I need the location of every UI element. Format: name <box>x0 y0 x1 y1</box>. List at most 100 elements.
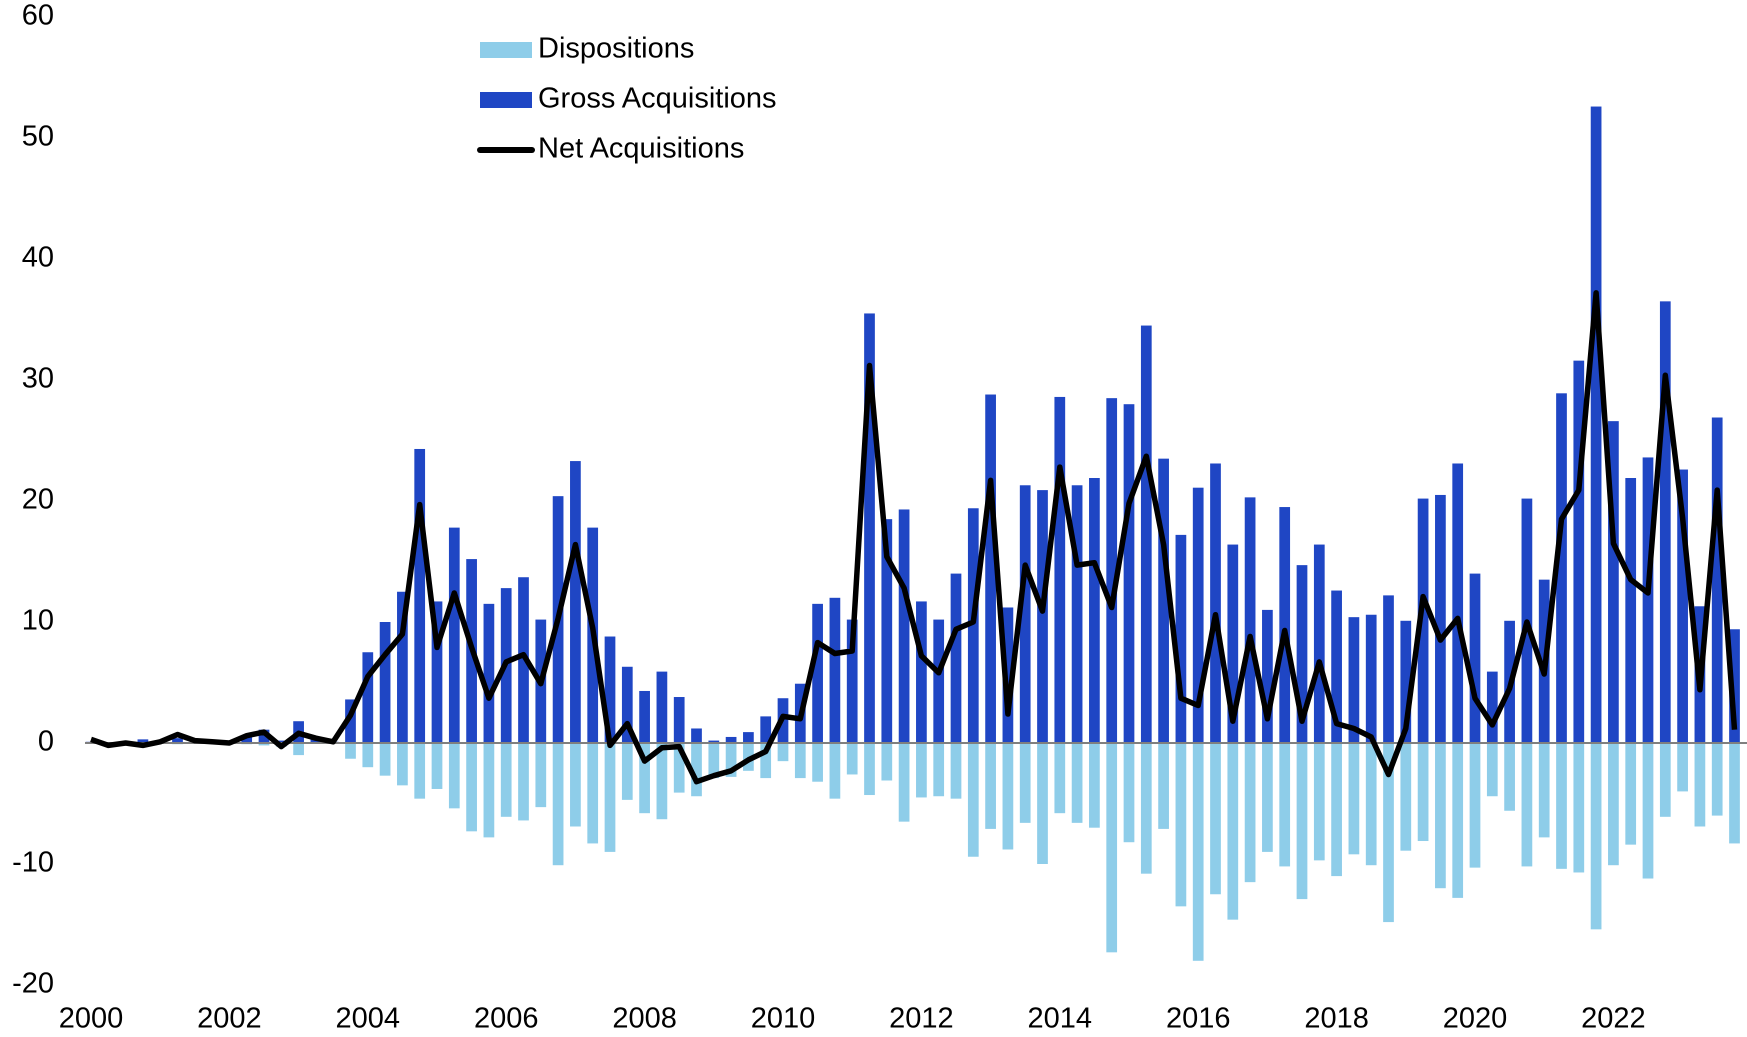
bar <box>1037 490 1048 743</box>
bar <box>258 743 270 746</box>
bar <box>1590 743 1602 930</box>
bar <box>1089 743 1100 828</box>
bar <box>258 729 270 743</box>
bar <box>673 697 685 743</box>
bar <box>1642 743 1654 879</box>
bar <box>898 509 910 743</box>
bar <box>1556 743 1567 869</box>
bar <box>1210 463 1221 743</box>
bar <box>1625 478 1637 743</box>
bar <box>1435 743 1446 889</box>
bar <box>812 603 823 743</box>
bar <box>881 743 893 781</box>
bar <box>1538 743 1550 838</box>
bar <box>1486 671 1498 743</box>
bar <box>397 591 408 743</box>
bar <box>898 743 910 822</box>
bar <box>1037 743 1048 864</box>
bar <box>1140 325 1152 743</box>
bar <box>967 508 979 743</box>
bar <box>967 743 979 857</box>
bar <box>760 716 772 743</box>
bar <box>777 743 789 762</box>
bar <box>414 448 426 743</box>
bar <box>1019 485 1031 743</box>
bar <box>829 743 841 799</box>
bar <box>1313 743 1325 861</box>
bar <box>673 743 685 793</box>
bar <box>1002 743 1014 850</box>
y-tick-label: 60 <box>22 0 54 32</box>
bar <box>1279 743 1291 867</box>
bar <box>864 313 875 743</box>
bar <box>1486 743 1498 797</box>
bar <box>708 743 720 779</box>
bar <box>379 622 391 743</box>
y-tick-label: 20 <box>22 484 54 516</box>
x-tick-label: 2022 <box>1581 1003 1646 1035</box>
bar <box>812 743 823 782</box>
y-tick-label: 50 <box>22 121 54 153</box>
bar <box>1071 743 1083 823</box>
bar <box>570 461 581 743</box>
bar <box>1071 485 1083 743</box>
bar <box>656 671 668 743</box>
bar <box>448 743 460 809</box>
x-tick-label: 2008 <box>612 1003 677 1035</box>
x-tick-label: 2000 <box>59 1003 124 1035</box>
bar <box>137 739 149 743</box>
bar <box>1469 743 1481 868</box>
bar <box>950 573 962 743</box>
bar <box>241 736 253 743</box>
x-tick-label: 2004 <box>336 1003 401 1035</box>
bar <box>1313 544 1325 743</box>
bar <box>1227 743 1239 920</box>
bar <box>1556 393 1567 743</box>
bar <box>950 743 962 799</box>
bar <box>916 743 927 798</box>
bar <box>1158 458 1169 743</box>
bar <box>1573 360 1585 743</box>
bar <box>1642 457 1654 743</box>
y-tick-label: -20 <box>12 968 54 1000</box>
bar <box>1400 620 1412 743</box>
bar <box>743 732 754 743</box>
x-tick-label: 2010 <box>751 1003 816 1035</box>
bar <box>1331 743 1342 877</box>
bar <box>1452 743 1464 898</box>
x-tick-label: 2016 <box>1166 1003 1231 1035</box>
bar <box>985 743 996 829</box>
bar <box>933 743 945 797</box>
bar <box>1123 404 1135 743</box>
bar <box>656 743 668 820</box>
bar <box>621 743 633 800</box>
legend-swatch <box>480 92 532 108</box>
bar <box>1677 743 1688 792</box>
bar <box>535 743 547 808</box>
bar <box>1262 609 1273 743</box>
x-tick-label: 2020 <box>1443 1003 1508 1035</box>
bar <box>293 743 304 756</box>
x-tick-label: 2006 <box>474 1003 539 1035</box>
bar <box>518 577 529 743</box>
x-tick-label: 2012 <box>889 1003 954 1035</box>
bar <box>362 743 374 768</box>
bar <box>1711 743 1723 816</box>
bar <box>1348 743 1360 855</box>
x-tick-label: 2014 <box>1028 1003 1093 1035</box>
bar <box>846 743 858 775</box>
bar <box>1365 614 1377 743</box>
bar <box>1729 629 1740 743</box>
bar <box>639 743 650 814</box>
bar <box>275 740 287 743</box>
legend-label: Net Acquisitions <box>538 133 744 165</box>
bar <box>1227 544 1239 743</box>
bar <box>1729 743 1740 844</box>
bar <box>1521 743 1533 867</box>
bar <box>621 666 633 743</box>
bar <box>760 743 772 779</box>
bar <box>1417 498 1429 743</box>
legend-swatch <box>480 42 532 58</box>
bar <box>1192 743 1204 961</box>
legend-label: Dispositions <box>538 33 694 65</box>
